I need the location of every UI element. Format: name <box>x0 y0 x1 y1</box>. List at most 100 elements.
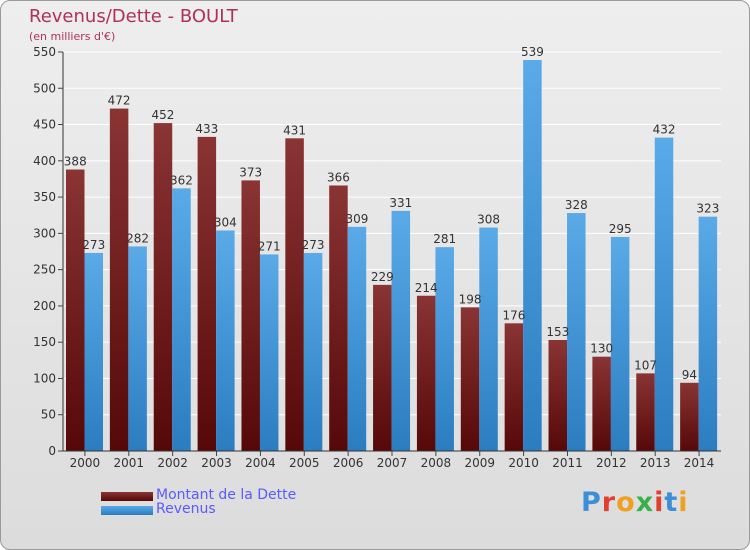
bar-revenue <box>435 247 454 451</box>
y-tick-label: 200 <box>33 299 56 313</box>
x-tick-label: 2001 <box>114 456 145 470</box>
data-label-debt: 388 <box>64 155 87 169</box>
y-tick-label: 550 <box>33 45 56 59</box>
bar-revenue <box>303 252 323 451</box>
data-label-debt: 94 <box>682 368 697 382</box>
logo-letter: r <box>601 487 617 518</box>
data-label-debt: 431 <box>283 123 306 137</box>
data-label-revenue: 282 <box>126 231 149 245</box>
bar-revenue <box>84 252 103 451</box>
data-label-debt: 366 <box>327 170 350 184</box>
bar-debt <box>153 123 173 451</box>
bar-debt <box>373 284 392 451</box>
bar-debt <box>416 295 436 451</box>
y-tick-label: 400 <box>33 154 56 168</box>
y-tick-label: 450 <box>33 118 56 132</box>
bar-debt <box>66 169 85 452</box>
legend-label-debt: Montant de la Dette <box>156 487 297 503</box>
x-tick-label: 2006 <box>333 456 364 470</box>
data-label-revenue: 432 <box>653 123 676 137</box>
data-label-debt: 176 <box>502 308 525 322</box>
x-tick-label: 2007 <box>377 456 408 470</box>
data-label-revenue: 308 <box>477 213 500 227</box>
proxiti-logo: Proxiti <box>581 487 689 518</box>
bar-debt <box>636 373 655 451</box>
bar-debt <box>197 136 217 452</box>
logo-letter: x <box>635 487 655 518</box>
y-tick-label: 500 <box>33 81 56 95</box>
bar-revenue <box>347 226 367 451</box>
data-label-revenue: 309 <box>345 212 368 226</box>
data-label-revenue: 323 <box>696 202 719 216</box>
data-label-revenue: 295 <box>609 222 632 236</box>
logo-letter: t <box>664 487 679 518</box>
data-label-revenue: 539 <box>521 45 544 59</box>
data-label-debt: 472 <box>108 94 131 108</box>
x-tick-label: 2002 <box>157 456 188 470</box>
y-tick-label: 300 <box>33 226 56 240</box>
y-tick-label: 250 <box>33 263 56 277</box>
data-label-revenue: 304 <box>214 215 237 229</box>
data-label-debt: 229 <box>371 270 394 284</box>
data-label-debt: 373 <box>239 165 262 179</box>
bar-debt <box>460 307 480 451</box>
data-label-debt: 198 <box>459 292 482 306</box>
data-label-debt: 214 <box>415 281 438 295</box>
bars: 388 273 472 282 452 362 433 304 373 271 431 273 366 3… <box>64 45 719 452</box>
data-label-revenue: 273 <box>82 238 105 252</box>
data-label-revenue: 271 <box>258 239 281 253</box>
bar-revenue <box>259 254 279 451</box>
chart-title: Revenus/Dette - BOULT <box>29 6 238 27</box>
bar-revenue <box>610 236 630 451</box>
legend-label-revenue: Revenus <box>156 501 216 517</box>
bar-revenue <box>128 246 147 451</box>
x-tick-label: 2003 <box>201 456 232 470</box>
data-label-revenue: 331 <box>389 196 412 210</box>
data-label-revenue: 362 <box>170 173 193 187</box>
data-label-revenue: 281 <box>433 232 456 246</box>
logo-letter: P <box>581 487 602 518</box>
data-label-debt: 153 <box>546 325 569 339</box>
logo-letter: i <box>654 487 665 518</box>
bar-revenue <box>654 137 674 451</box>
bar-revenue <box>523 59 542 451</box>
bar-debt <box>592 356 611 451</box>
x-tick-label: 2004 <box>245 456 276 470</box>
bar-debt <box>109 108 129 452</box>
bar-debt <box>329 185 348 451</box>
data-label-revenue: 273 <box>302 238 325 252</box>
x-tick-label: 2014 <box>684 456 715 470</box>
y-tick-label: 100 <box>33 371 56 385</box>
y-tick-label: 350 <box>33 190 56 204</box>
legend-swatch-debt <box>101 492 153 501</box>
bar-revenue <box>391 210 411 451</box>
x-tick-label: 2013 <box>640 456 671 470</box>
logo-letter: o <box>616 487 636 518</box>
bar-revenue <box>567 213 586 451</box>
x-tick-label: 2008 <box>421 456 452 470</box>
x-tick-label: 2009 <box>464 456 495 470</box>
data-label-debt: 107 <box>634 358 657 372</box>
chart-subtitle: (en milliers d'€) <box>29 30 116 43</box>
bar-revenue <box>698 216 718 451</box>
x-tick-label: 2005 <box>289 456 320 470</box>
bar-chart: 388 273 472 282 452 362 433 304 373 271 431 273 366 3… <box>33 45 721 470</box>
x-tick-label: 2011 <box>552 456 583 470</box>
data-label-debt: 452 <box>152 108 175 122</box>
x-tick-label: 2000 <box>70 456 101 470</box>
axes: 0 50 100 150 200 250 300 350 400 450 500 550 2000 200… <box>33 45 721 470</box>
x-tick-label: 2012 <box>596 456 627 470</box>
data-label-revenue: 328 <box>565 198 588 212</box>
bar-debt <box>680 382 699 451</box>
y-tick-label: 0 <box>48 444 56 458</box>
bar-revenue <box>479 227 498 451</box>
y-tick-label: 150 <box>33 335 56 349</box>
y-tick-label: 50 <box>41 408 56 422</box>
bar-debt <box>285 138 304 451</box>
logo-letter: i <box>678 487 689 518</box>
data-label-debt: 433 <box>195 122 218 136</box>
bar-revenue <box>172 188 191 452</box>
bar-debt <box>548 340 568 451</box>
bar-revenue <box>216 230 235 451</box>
